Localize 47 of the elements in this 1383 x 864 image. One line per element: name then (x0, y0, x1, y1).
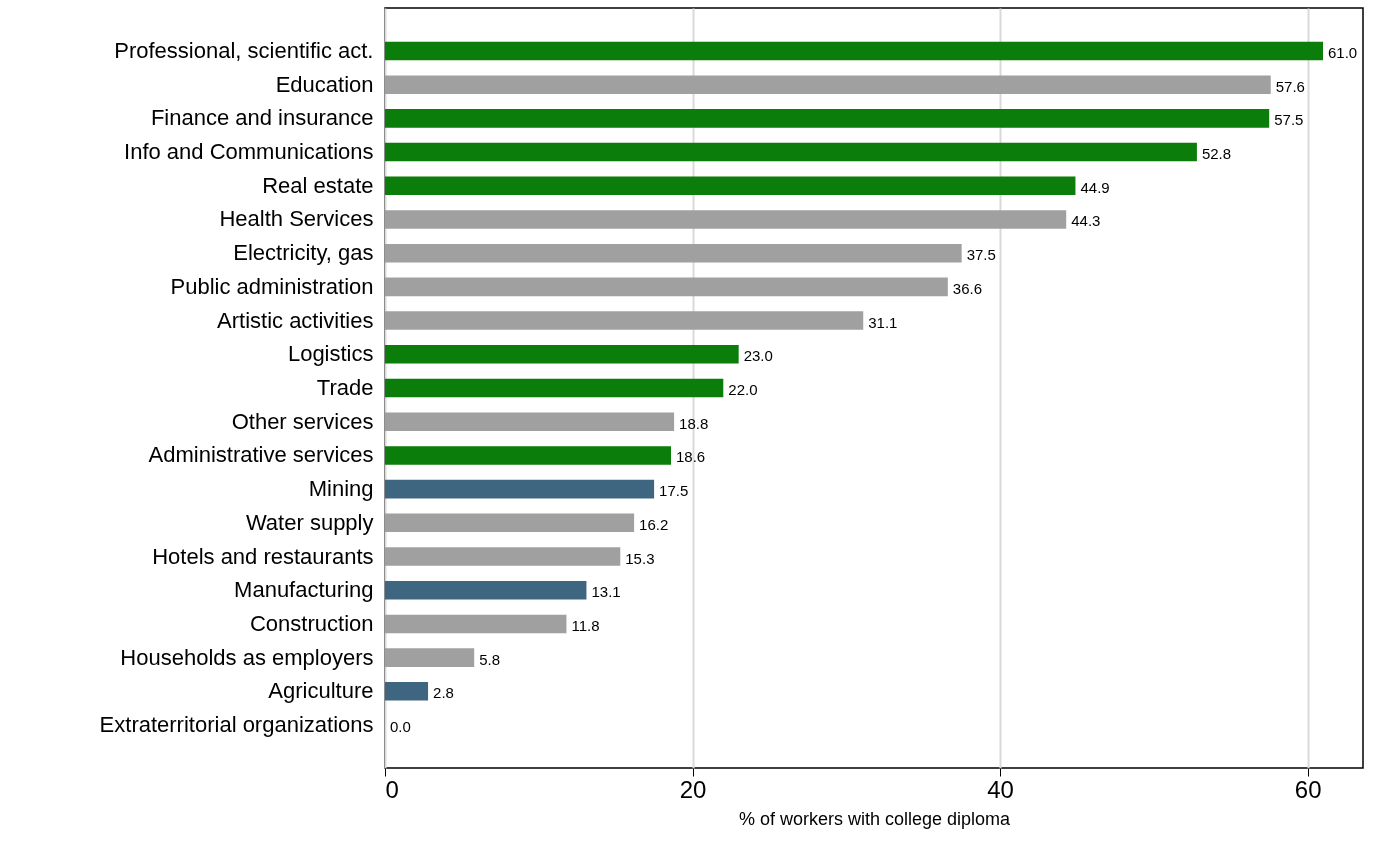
y-tick-label: Trade (316, 375, 374, 400)
data-label: 44.3 (1071, 212, 1101, 230)
data-label: 13.1 (591, 583, 621, 601)
data-label: 57.6 (1275, 77, 1305, 95)
x-axis-title: % of workers with college diploma (738, 808, 1012, 829)
y-tick-label: Public administration (170, 273, 374, 299)
data-label: 57.5 (1274, 111, 1304, 129)
data-label: 23.0 (743, 347, 773, 365)
y-tick-label: Construction (249, 610, 374, 636)
y-tick-label: Logistics (287, 341, 374, 367)
data-label: 11.8 (571, 616, 600, 634)
y-tick-label: Households as employers (120, 644, 374, 670)
y-tick-label: Agriculture (268, 678, 374, 704)
y-tick-label: Professional, scientific act. (114, 37, 374, 63)
data-label: 44.9 (1080, 178, 1110, 196)
data-label: 37.5 (966, 246, 996, 264)
data-label: 0.0 (390, 718, 411, 736)
data-label: 5.8 (479, 650, 501, 668)
y-tick-label: Education (275, 71, 374, 97)
x-tick-label: 0 (385, 775, 399, 803)
x-tick-label: 40 (987, 775, 1014, 803)
y-tick-label: Other services (231, 408, 374, 434)
data-label: 15.3 (625, 549, 655, 567)
y-tick-label: Info and Communications (124, 139, 374, 165)
data-label: 18.6 (676, 448, 706, 466)
y-tick-label: Hotels and restaurants (152, 543, 374, 569)
y-tick-label: Mining (308, 476, 374, 502)
y-tick-label: Finance and insurance (150, 105, 374, 131)
data-label: 17.5 (659, 482, 689, 500)
data-label: 31.1 (868, 313, 898, 331)
data-label: 2.8 (433, 684, 454, 702)
data-label: 61.0 (1328, 43, 1358, 61)
data-label: 52.8 (1201, 145, 1232, 163)
data-label: 16.2 (639, 515, 669, 533)
y-tick-label: Electricity, gas (233, 240, 374, 266)
x-tick-label: 60 (1294, 775, 1322, 803)
data-label: 18.8 (679, 414, 709, 432)
y-tick-label: Water supply (245, 509, 374, 535)
data-label: 22.0 (728, 381, 758, 398)
data-label: 36.6 (952, 279, 983, 297)
y-tick-label: Extraterritorial organizations (99, 712, 374, 738)
y-tick-label: Health Services (219, 206, 374, 232)
y-tick-label: Manufacturing (234, 577, 374, 603)
y-tick-label: Administrative services (148, 442, 374, 468)
y-tick-label: Real estate (262, 172, 374, 198)
x-tick-label: 20 (679, 775, 707, 803)
y-tick-label: Artistic activities (217, 307, 374, 333)
